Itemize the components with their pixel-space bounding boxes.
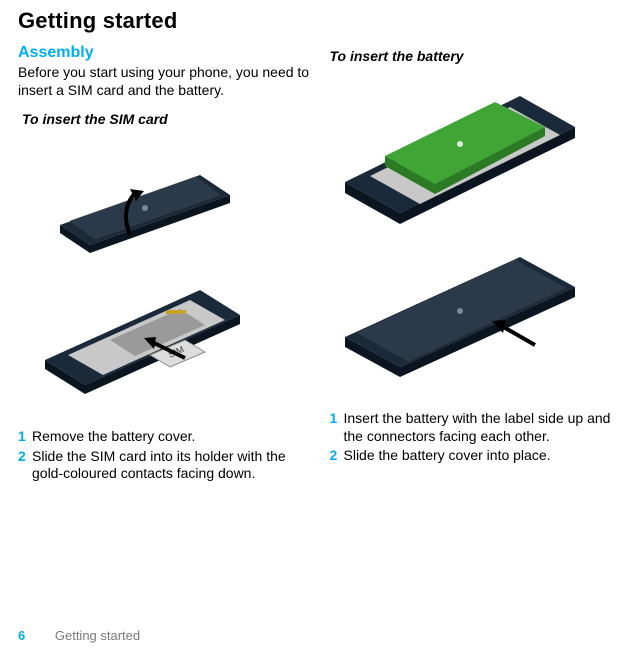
intro-paragraph: Before you start using your phone, you n… — [18, 64, 310, 99]
step-text: Slide the SIM card into its holder with … — [32, 448, 310, 483]
phone-cover-slide-image — [330, 237, 590, 392]
content-columns: Assembly Before you start using your pho… — [18, 44, 621, 485]
step-number: 1 — [18, 428, 32, 446]
phone-back-cover-image — [30, 135, 250, 260]
page-root: Getting started Assembly Before you star… — [0, 0, 633, 653]
page-title: Getting started — [18, 8, 621, 34]
step-number: 2 — [330, 447, 344, 465]
step-number: 1 — [330, 410, 344, 445]
battery-steps: 1 Insert the battery with the label side… — [330, 410, 622, 465]
right-column: To insert the battery — [330, 44, 622, 485]
step-text: Remove the battery cover. — [32, 428, 195, 446]
page-number: 6 — [18, 628, 25, 643]
phone-sim-insert-image: SIM — [30, 260, 250, 410]
phone-battery-insert-image — [330, 72, 590, 237]
sim-illustration: SIM — [30, 135, 310, 410]
list-item: 2 Slide the SIM card into its holder wit… — [18, 448, 310, 483]
assembly-heading: Assembly — [18, 44, 310, 62]
left-column: Assembly Before you start using your pho… — [18, 44, 310, 485]
battery-subheading: To insert the battery — [330, 48, 622, 64]
step-number: 2 — [18, 448, 32, 483]
sim-subheading: To insert the SIM card — [22, 111, 310, 127]
step-text: Insert the battery with the label side u… — [344, 410, 622, 445]
step-text: Slide the battery cover into place. — [344, 447, 551, 465]
list-item: 1 Remove the battery cover. — [18, 428, 310, 446]
sim-steps: 1 Remove the battery cover. 2 Slide the … — [18, 428, 310, 483]
list-item: 1 Insert the battery with the label side… — [330, 410, 622, 445]
battery-illustration — [330, 72, 622, 392]
page-footer: 6 Getting started — [18, 628, 140, 643]
footer-section: Getting started — [55, 628, 140, 643]
list-item: 2 Slide the battery cover into place. — [330, 447, 622, 465]
